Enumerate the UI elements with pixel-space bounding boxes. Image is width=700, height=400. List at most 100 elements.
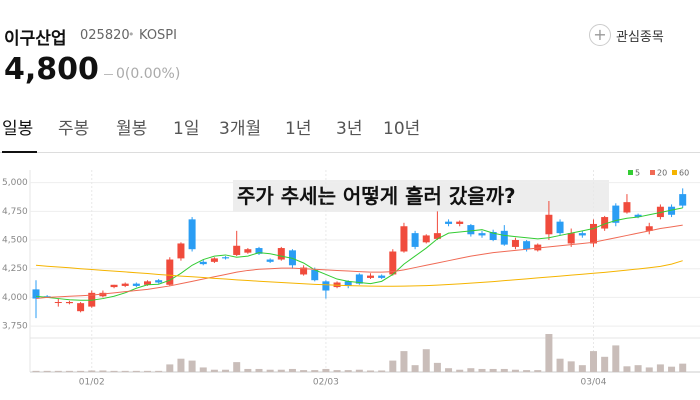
volume-bar — [32, 370, 40, 372]
legend-label: 20 — [657, 169, 667, 178]
candle-body — [422, 235, 430, 243]
candle-body — [478, 233, 486, 236]
y-tick-label: 3,750 — [2, 322, 28, 332]
legend-swatch — [672, 170, 677, 175]
volume-bar — [500, 368, 508, 372]
volume-bar — [188, 360, 196, 372]
tab[interactable]: 월봉 — [116, 119, 148, 139]
candle-body — [367, 275, 374, 278]
candle-body — [300, 267, 308, 275]
moving-average — [35, 224, 683, 300]
volume-bar — [433, 362, 441, 372]
volume-bar — [567, 361, 575, 372]
stock-name: 이구산업 — [4, 29, 67, 49]
volume-bar — [411, 365, 419, 372]
candle-body — [668, 206, 676, 215]
volume-bar — [333, 370, 341, 372]
volume-bar — [110, 370, 118, 372]
volume-bar — [288, 368, 296, 372]
volume-bar — [322, 368, 330, 372]
volume-bar — [177, 358, 185, 372]
volume-bar — [132, 370, 140, 372]
x-tick-label: 02/03 — [313, 378, 339, 388]
price-change: 0(0.00%) — [116, 66, 181, 82]
legend-swatch — [650, 170, 655, 175]
candle-body — [378, 275, 386, 278]
tab[interactable]: 1년 — [285, 119, 312, 139]
candle-body — [188, 219, 196, 250]
volume-bar — [400, 351, 408, 372]
volume-bar — [155, 370, 163, 372]
price: 4,800 — [4, 52, 99, 87]
volume-bar — [378, 370, 386, 372]
candle-body — [545, 214, 553, 235]
legend-label: 5 — [635, 169, 640, 178]
x-tick-label: 03/04 — [581, 378, 607, 388]
overlay-caption: 주가 추세는 어떻게 흘러 갔을까? — [233, 180, 609, 212]
volume-bar — [478, 368, 486, 372]
volume-bar — [456, 369, 464, 372]
candle-body — [489, 231, 497, 241]
candle-body — [612, 205, 620, 223]
volume-bar — [99, 370, 107, 372]
tab[interactable]: 3개월 — [219, 119, 262, 139]
candle-body — [277, 248, 285, 260]
candle-body — [578, 233, 586, 236]
candle-body — [144, 281, 151, 285]
y-tick-label: 4,500 — [2, 236, 28, 246]
candle-body — [344, 281, 352, 286]
volume-bar — [222, 369, 230, 372]
tab[interactable]: 3년 — [336, 119, 363, 139]
y-tick-label: 4,750 — [2, 207, 28, 217]
volume-bar — [511, 369, 519, 372]
tab[interactable]: 1일 — [173, 119, 200, 139]
candle-body — [322, 281, 330, 291]
volume-bar — [679, 363, 687, 372]
volume-bar — [144, 370, 151, 372]
volume-bar — [300, 370, 308, 372]
candle-body — [601, 217, 609, 229]
volume-bar — [668, 366, 676, 372]
tab[interactable]: 주봉 — [58, 119, 90, 139]
candle-body — [523, 241, 531, 250]
candle-body — [266, 259, 274, 262]
candle-body — [110, 284, 118, 288]
candle-body — [656, 206, 664, 218]
volume-bar — [344, 370, 352, 372]
candle-body — [99, 292, 107, 297]
legend-label: 60 — [679, 169, 689, 178]
candle-body — [155, 280, 163, 283]
tab[interactable]: 일봉 — [2, 114, 38, 153]
tab[interactable]: 10년 — [383, 119, 421, 139]
candle-body — [534, 244, 542, 251]
volume-bar — [43, 370, 51, 372]
watch-icon[interactable]: + — [589, 24, 611, 46]
volume-bar — [255, 368, 263, 372]
volume-bar — [77, 370, 85, 372]
volume-bar — [210, 369, 218, 372]
candle-body — [400, 226, 408, 252]
moving-average — [35, 207, 683, 301]
volume-bar — [634, 365, 642, 372]
candle-body — [556, 221, 564, 234]
candle-body — [679, 194, 687, 206]
volume-bar — [578, 365, 586, 372]
watch-button[interactable]: 관심종목 — [616, 30, 664, 45]
candle-body — [433, 233, 441, 239]
y-tick-label: 4,250 — [2, 264, 28, 274]
candle-body — [288, 250, 296, 266]
candle-body — [355, 274, 363, 284]
candle-body — [132, 283, 140, 286]
volume-bar — [266, 369, 274, 372]
candle-body — [567, 233, 575, 244]
candle-body — [511, 240, 519, 247]
x-tick-label: 01/02 — [79, 378, 105, 388]
volume-bar — [166, 364, 174, 372]
volume-bar — [244, 368, 252, 372]
candle-body — [210, 258, 218, 262]
candle-body — [467, 225, 475, 235]
stock-code: 025820 — [80, 28, 130, 43]
volume-bar — [590, 351, 597, 372]
